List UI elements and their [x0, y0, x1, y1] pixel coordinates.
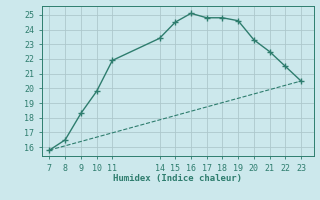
X-axis label: Humidex (Indice chaleur): Humidex (Indice chaleur)	[113, 174, 242, 183]
